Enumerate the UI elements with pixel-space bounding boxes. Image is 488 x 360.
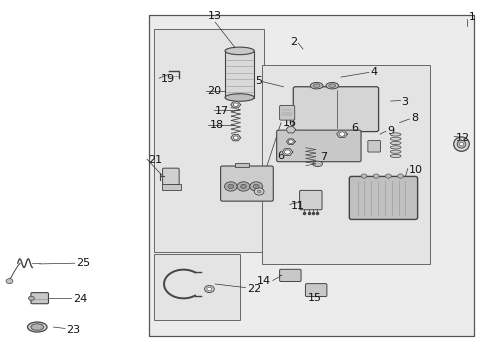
Ellipse shape [389,154,400,158]
Text: 17: 17 [215,106,229,116]
Circle shape [237,182,249,191]
Circle shape [206,287,211,291]
Text: 2: 2 [289,37,296,47]
Bar [161,184,181,190]
Text: 9: 9 [386,126,394,136]
Text: 19: 19 [160,73,174,84]
FancyBboxPatch shape [220,166,273,201]
Circle shape [338,132,344,136]
FancyBboxPatch shape [162,168,179,185]
Text: 13: 13 [208,12,222,22]
Text: 8: 8 [410,113,417,123]
Circle shape [254,188,264,195]
FancyBboxPatch shape [31,293,48,304]
Text: 25: 25 [76,258,90,268]
FancyBboxPatch shape [279,105,294,120]
Ellipse shape [325,82,338,89]
Text: 18: 18 [209,121,223,130]
Ellipse shape [459,142,463,146]
Ellipse shape [453,137,468,151]
Circle shape [360,174,366,178]
Circle shape [284,150,290,154]
Circle shape [257,190,261,193]
Text: 20: 20 [207,86,221,96]
Text: 23: 23 [66,325,81,335]
Text: 24: 24 [73,294,87,304]
Ellipse shape [27,322,47,332]
Ellipse shape [310,82,323,89]
Circle shape [6,279,13,284]
Polygon shape [285,127,295,133]
Bar [154,253,239,320]
Circle shape [233,136,238,139]
Text: 3: 3 [401,97,407,107]
FancyBboxPatch shape [305,284,326,297]
Circle shape [224,182,237,191]
Ellipse shape [312,161,322,167]
Bar [154,30,264,252]
FancyBboxPatch shape [348,176,417,220]
Ellipse shape [389,133,400,136]
Ellipse shape [389,146,400,149]
Circle shape [249,182,262,191]
Circle shape [288,140,293,143]
Text: 16: 16 [282,118,296,128]
Ellipse shape [313,84,320,87]
Ellipse shape [328,84,335,87]
FancyBboxPatch shape [299,190,322,210]
Text: 1: 1 [468,12,474,22]
Text: 21: 21 [148,154,162,165]
FancyBboxPatch shape [293,87,378,132]
Polygon shape [336,131,346,138]
Ellipse shape [456,140,465,148]
Ellipse shape [224,94,254,101]
Text: 4: 4 [369,67,377,77]
Polygon shape [230,135,240,141]
Ellipse shape [389,141,400,145]
Bar [261,65,429,264]
Text: 6: 6 [277,150,284,161]
Ellipse shape [389,137,400,140]
Bar [149,15,473,336]
Circle shape [397,174,403,178]
FancyBboxPatch shape [367,140,380,152]
Text: 11: 11 [291,201,305,211]
Text: 5: 5 [255,76,262,86]
Bar [224,51,254,98]
Text: 6: 6 [350,123,357,132]
Ellipse shape [389,150,400,153]
Text: 22: 22 [246,284,261,294]
Bar [234,163,249,167]
FancyBboxPatch shape [279,269,301,282]
Text: 7: 7 [320,152,326,162]
Ellipse shape [31,324,43,330]
Circle shape [227,184,233,189]
Text: 14: 14 [257,276,271,286]
Ellipse shape [224,47,254,55]
Circle shape [233,103,238,107]
Circle shape [372,174,378,178]
Circle shape [385,174,390,178]
Circle shape [28,296,34,301]
Circle shape [240,184,246,189]
Circle shape [253,184,259,189]
Polygon shape [230,102,240,108]
Polygon shape [286,139,295,144]
Text: 12: 12 [455,133,469,143]
Circle shape [204,285,214,293]
Polygon shape [282,149,292,156]
FancyBboxPatch shape [276,130,360,162]
Text: 10: 10 [408,165,423,175]
Text: 15: 15 [307,293,321,303]
